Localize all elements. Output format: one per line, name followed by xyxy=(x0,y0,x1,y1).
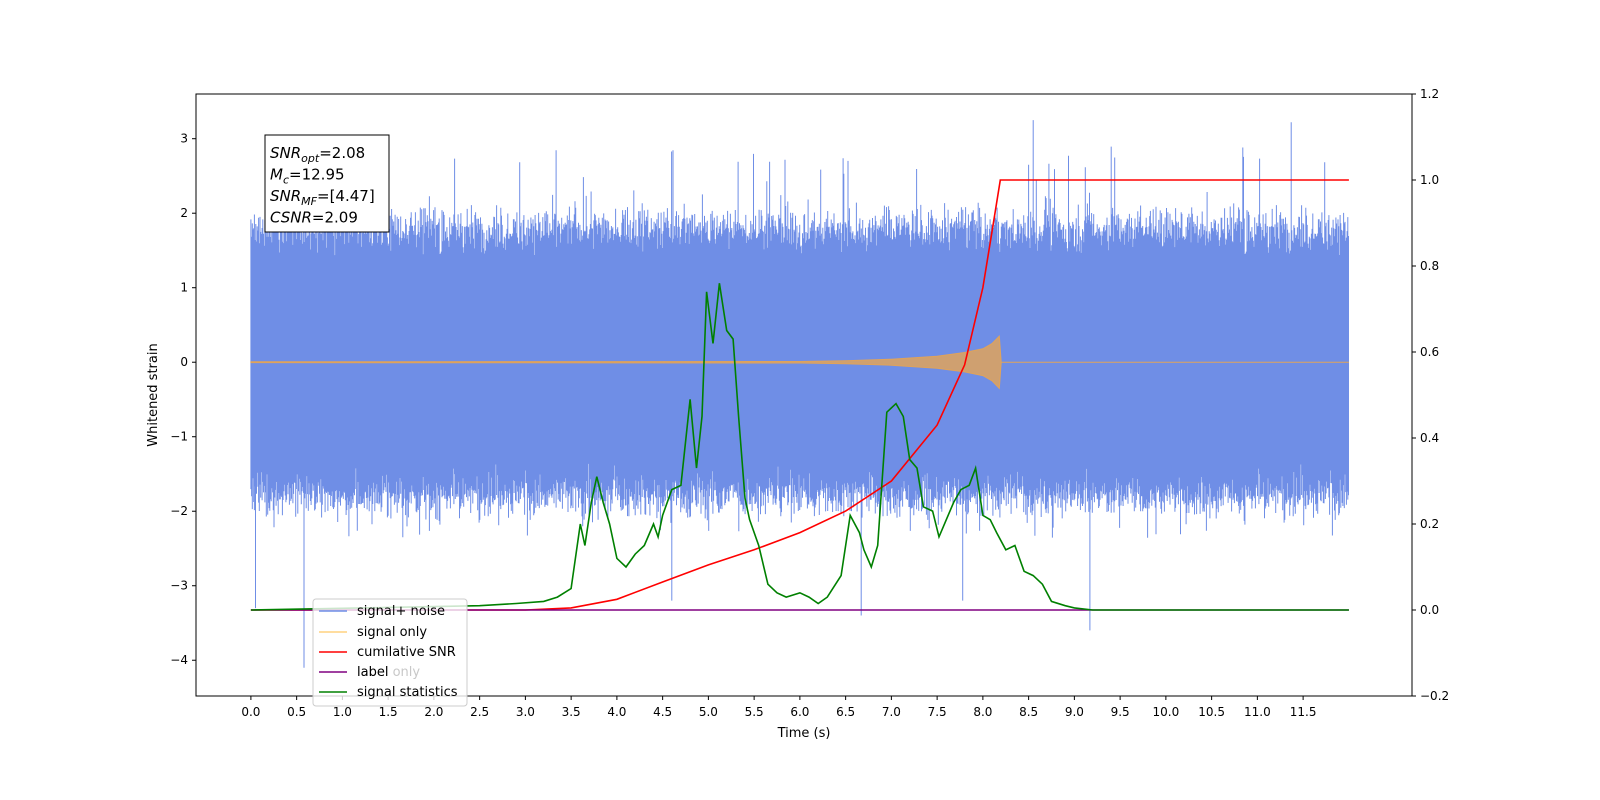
x-tick-label: 10.0 xyxy=(1153,705,1180,719)
annotation-box xyxy=(264,134,390,233)
signal-only-series xyxy=(250,334,1349,390)
x-tick-label: 9.5 xyxy=(1111,705,1130,719)
x-tick-label: 3.0 xyxy=(516,705,535,719)
legend-label: label only xyxy=(357,665,420,680)
x-axis-label: Time (s) xyxy=(777,726,831,741)
annotation-line: CSNR=2.09 xyxy=(270,209,358,227)
signal-plus-noise-series xyxy=(250,120,1349,668)
x-tick-label: 4.0 xyxy=(607,705,626,719)
x-tick-label: 0.5 xyxy=(287,705,306,719)
x-tick-label: 6.0 xyxy=(790,705,809,719)
x-tick-label: 1.5 xyxy=(379,705,398,719)
y-tick-label: 1 xyxy=(180,281,188,295)
y2-tick-label: 1.2 xyxy=(1420,87,1439,101)
x-tick-label: 8.5 xyxy=(1019,705,1038,719)
y2-tick-label: 0.4 xyxy=(1420,431,1439,445)
plot-frame xyxy=(195,93,1413,697)
y-axis-right: 1.2 1.0 0.8 0.6 0.4 0.2 0.0 −0.2 xyxy=(1412,87,1449,703)
y-axis-left: 3 2 1 0 −1 −2 −3 −4 xyxy=(170,132,196,667)
annotation-line: SNRMF=[4.47] xyxy=(270,187,375,208)
y-axis-label: Whitened strain xyxy=(146,343,161,446)
y-tick-label: 0 xyxy=(180,355,188,369)
y2-tick-label: 1.0 xyxy=(1420,173,1439,187)
signal-only-trace xyxy=(250,334,1349,390)
y2-tick-label: 0.0 xyxy=(1420,603,1439,617)
noise-trace xyxy=(250,120,1349,668)
legend-label: signal+ noise xyxy=(357,604,445,619)
x-tick-label: 6.5 xyxy=(836,705,855,719)
x-tick-label: 4.5 xyxy=(653,705,672,719)
y2-tick-label: 0.8 xyxy=(1420,259,1439,273)
x-tick-label: 5.0 xyxy=(699,705,718,719)
x-tick-label: 1.0 xyxy=(333,705,352,719)
x-tick-label: 9.0 xyxy=(1065,705,1084,719)
y-tick-label: −1 xyxy=(170,430,188,444)
plot-area xyxy=(250,120,1349,668)
legend-label: signal only xyxy=(357,625,427,640)
y-tick-label: 3 xyxy=(180,132,188,146)
legend-label: label xyxy=(357,665,388,680)
legend-label: signal statistics xyxy=(357,685,458,700)
y-tick-label: 2 xyxy=(180,206,188,220)
x-tick-label: 3.5 xyxy=(562,705,581,719)
y-tick-label: −2 xyxy=(170,504,188,518)
y2-tick-label: 0.6 xyxy=(1420,345,1439,359)
y-tick-label: −4 xyxy=(170,653,188,667)
x-tick-label: 2.5 xyxy=(470,705,489,719)
cumilative-snr-line xyxy=(250,179,1349,611)
annotation-line: Mc=12.95 xyxy=(270,166,345,187)
annotation-line: SNRopt=2.08 xyxy=(270,144,365,165)
x-tick-label: 2.0 xyxy=(424,705,443,719)
x-axis: 0.0 0.5 1.0 1.5 2.0 2.5 3.0 3.5 4.0 4.5 5.0 5.5 6.0 6… xyxy=(241,696,1316,719)
legend-label: cumilative SNR xyxy=(357,645,456,660)
x-tick-label: 5.5 xyxy=(745,705,764,719)
x-tick-label: 11.5 xyxy=(1290,705,1317,719)
x-tick-label: 8.0 xyxy=(973,705,992,719)
x-tick-label: 10.5 xyxy=(1198,705,1225,719)
y2-tick-label: 0.2 xyxy=(1420,517,1439,531)
x-tick-label: 0.0 xyxy=(241,705,260,719)
x-tick-label: 7.5 xyxy=(928,705,947,719)
signal-statistics-line xyxy=(250,283,1349,611)
x-tick-label: 11.0 xyxy=(1244,705,1271,719)
y-tick-label: −3 xyxy=(170,579,188,593)
x-tick-label: 7.0 xyxy=(882,705,901,719)
legend: signal+ noise signal only cumilative SNR la… xyxy=(312,598,468,707)
legend-box xyxy=(312,598,468,707)
y2-tick-label: −0.2 xyxy=(1420,689,1449,703)
